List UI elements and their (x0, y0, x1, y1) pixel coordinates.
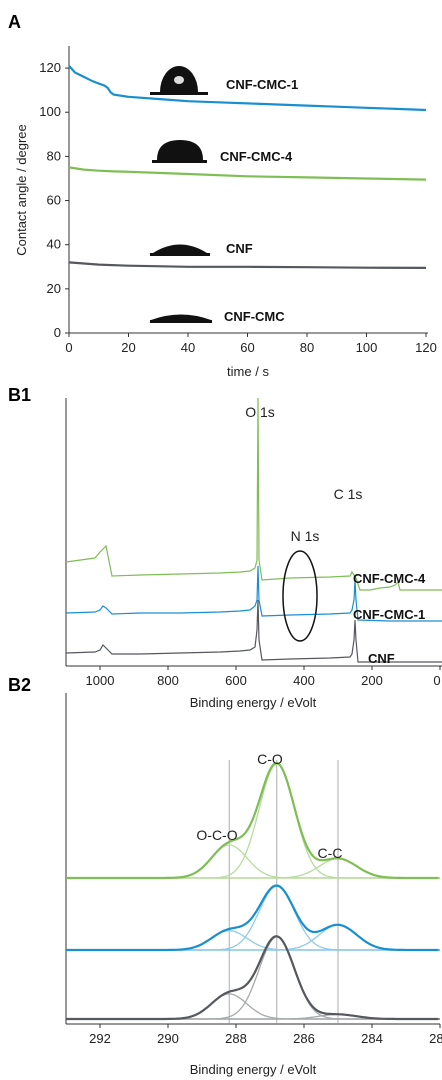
envelope-cnf (66, 935, 439, 1021)
x-tick-label: 80 (300, 340, 314, 355)
droplet-image-cnf-cmc-4 (152, 140, 207, 163)
panel-label-b2: B2 (8, 675, 31, 695)
peak-label-c-c: C-C (318, 845, 343, 861)
series-label-cnf-cmc-1: CNF-CMC-1 (353, 607, 425, 622)
component-peak-o-c-o (66, 929, 439, 951)
peak-label-c1s: C 1s (334, 486, 363, 502)
contact-angle-chart: 0 20 40 60 80 100 120 0 20 40 60 80 100 120 Contact a… (14, 46, 437, 379)
peak-label-c-o: C-O (257, 751, 283, 767)
series-line-cnf (68, 261, 427, 269)
y-tick-label: 80 (47, 148, 61, 163)
peak-label-n1s: N 1s (291, 528, 320, 544)
panel-label-a: A (8, 12, 21, 32)
x-axis-label: Binding energy / eVolt (190, 1062, 317, 1077)
y-axis-label: Contact angle / degree (14, 124, 29, 256)
x-tick-label: 1000 (86, 673, 115, 688)
peak-label-o1s: O 1s (245, 404, 275, 420)
x-axis-label: Binding energy / eVolt (190, 695, 317, 710)
survey-spectrum-cnf-cmc-1 (65, 565, 442, 622)
x-tick-label: 200 (361, 673, 383, 688)
component-peak-o-c-o (66, 844, 439, 879)
droplet-image-cnf-cmc (150, 314, 212, 323)
droplet-image-cnf-cmc-1 (150, 66, 208, 95)
series-label-cnf: CNF (368, 651, 395, 666)
x-tick-label: 290 (157, 1031, 179, 1046)
y-tick-label: 20 (47, 281, 61, 296)
x-tick-label: 100 (356, 340, 378, 355)
x-tick-label: 0 (433, 673, 440, 688)
label-cnf-cmc-4: CNF-CMC-4 (220, 149, 293, 164)
component-peak-c-c (66, 857, 439, 879)
xps-c1s-chart: 292 290 288 286 284 282 C-O O-C-O C-C Binding… (65, 693, 442, 1077)
label-cnf-cmc-1: CNF-CMC-1 (226, 77, 298, 92)
x-tick-label: 40 (181, 340, 195, 355)
x-tick-label: 20 (121, 340, 135, 355)
droplet-image-cnf (150, 244, 210, 256)
y-tick-label: 40 (47, 237, 61, 252)
y-tick-label: 100 (39, 104, 61, 119)
y-tick-label: 0 (54, 325, 61, 340)
component-peak-c-c (66, 924, 439, 951)
xps-survey-chart: 1000 800 600 400 200 0 O 1s C 1s N 1s CNF-CMC… (65, 397, 442, 710)
label-cnf: CNF (226, 241, 253, 256)
peak-label-o-c-o: O-C-O (196, 827, 237, 843)
x-tick-label: 120 (415, 340, 437, 355)
series-line-cnf-cmc-4 (68, 166, 427, 181)
x-tick-label: 0 (65, 340, 72, 355)
series-label-cnf-cmc-4: CNF-CMC-4 (353, 571, 426, 586)
x-tick-label: 284 (361, 1031, 383, 1046)
survey-spectrum-cnf (65, 599, 442, 663)
x-tick-label: 282 (429, 1031, 442, 1046)
y-tick-label: 60 (47, 193, 61, 208)
x-tick-label: 60 (240, 340, 254, 355)
label-cnf-cmc: CNF-CMC (224, 309, 285, 324)
x-tick-label: 288 (225, 1031, 247, 1046)
component-peak-o-c-o (66, 993, 439, 1020)
envelope-cnf-cmc-1 (66, 884, 439, 952)
panel-label-b1: B1 (8, 385, 31, 405)
x-tick-label: 600 (225, 673, 247, 688)
x-tick-label: 800 (157, 673, 179, 688)
n1s-highlight-ellipse (282, 550, 318, 642)
series-line-cnf-cmc-1 (68, 65, 427, 112)
x-tick-label: 286 (293, 1031, 315, 1046)
envelope-cnf-cmc-4 (66, 761, 439, 880)
survey-spectrum-cnf-cmc-4 (65, 397, 442, 591)
x-tick-label: 400 (293, 673, 315, 688)
x-axis-label: time / s (227, 364, 269, 379)
x-tick-label: 292 (89, 1031, 111, 1046)
y-tick-label: 120 (39, 60, 61, 75)
